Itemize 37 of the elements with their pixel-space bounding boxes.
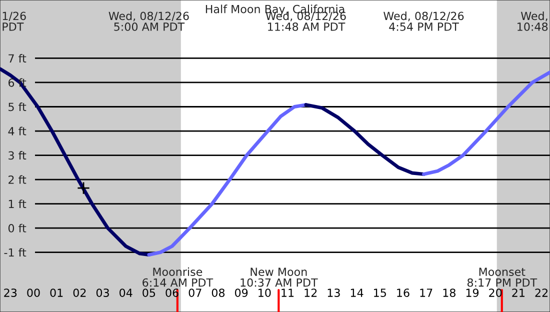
- x-tick-label: 09: [234, 288, 248, 297]
- y-tick-label: 7 ft: [8, 54, 26, 62]
- ref-line-label: Moonrise 6:14 AM PDT: [142, 267, 214, 287]
- y-tick-label: 3 ft: [8, 151, 26, 160]
- x-tick-label: 13: [328, 288, 340, 297]
- x-tick-label: 17: [420, 288, 432, 297]
- ref-line-label: Moonset 8:17 PM PDT: [467, 268, 538, 287]
- x-tick-label: 14: [350, 288, 364, 297]
- x-tick-label: 12: [304, 288, 317, 297]
- annotation: Wed, 10:48: [518, 12, 548, 31]
- x-tick-label: 05: [142, 288, 156, 297]
- x-tick-label: 19: [466, 288, 479, 297]
- x-tick-label: 23: [4, 288, 17, 297]
- annotation: Wed, 08/12/26 4:54 PM PDT: [384, 12, 464, 31]
- x-tick-label: 01: [50, 288, 63, 297]
- ref-line-label: New Moon 10:37 AM PDT: [240, 268, 318, 287]
- annotation: Wed, 08/12/26 5:00 AM PDT: [108, 12, 189, 31]
- y-tick-label: 4 ft: [8, 126, 26, 136]
- y-tick-label: -1 ft: [4, 248, 26, 257]
- annotation: 1/26 PDT: [2, 12, 26, 31]
- x-tick-label: 08: [212, 288, 225, 297]
- x-tick-label: 18: [443, 288, 456, 297]
- y-tick-label: 5 ft: [8, 102, 26, 112]
- x-tick-label: 15: [374, 288, 386, 297]
- x-tick-label: 07: [188, 288, 202, 297]
- x-tick-label: 03: [96, 288, 109, 297]
- x-tick-label: 16: [397, 288, 410, 297]
- x-tick-label: 00: [27, 288, 40, 297]
- x-tick-label: 21: [512, 288, 524, 297]
- x-tick-label: 02: [73, 288, 86, 297]
- y-tick-label: 1 ft: [8, 200, 26, 208]
- x-tick-label: 11: [282, 288, 294, 297]
- x-tick-label: 10: [258, 288, 271, 297]
- x-tick-label: 04: [120, 288, 132, 297]
- y-tick-label: 2 ft: [8, 175, 26, 184]
- y-tick-label: 0 ft: [8, 224, 26, 232]
- x-tick-label: 22: [535, 288, 548, 297]
